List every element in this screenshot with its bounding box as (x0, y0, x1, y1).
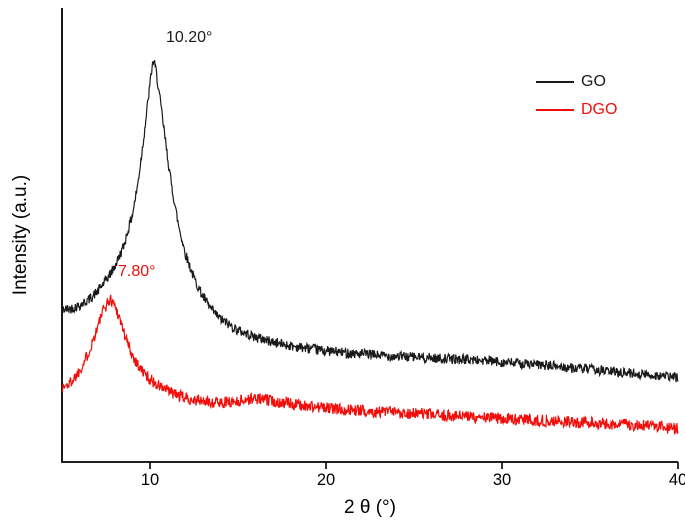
legend: GO DGO (536, 68, 617, 124)
peak-annotation-dgo: 7.80° (118, 263, 156, 280)
x-tick-label: 10 (140, 471, 160, 489)
go-curve (61, 60, 679, 383)
axes (61, 8, 678, 463)
legend-label-dgo: DGO (581, 101, 618, 118)
x-tick-label: 40 (668, 471, 685, 489)
peak-annotation-go: 10.20° (166, 29, 213, 46)
dgo-curve (61, 294, 679, 435)
legend-item-go: GO (536, 68, 617, 96)
x-axis-ticks (149, 462, 679, 469)
legend-line-dgo (536, 109, 574, 111)
y-axis-label: Intensity (a.u.) (10, 174, 31, 296)
legend-item-dgo: DGO (536, 96, 617, 124)
x-tick-label: 30 (492, 471, 512, 489)
diffraction-curves (61, 60, 679, 435)
legend-label-go: GO (581, 73, 606, 90)
legend-line-go (536, 81, 574, 83)
x-tick-label: 20 (316, 471, 336, 489)
x-axis-label: 2 θ (°) (344, 497, 396, 518)
